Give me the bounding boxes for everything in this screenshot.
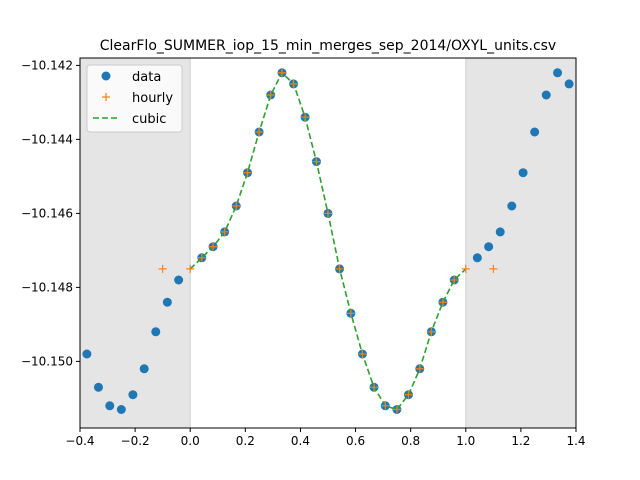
hourly-point bbox=[370, 383, 379, 392]
y-tick-label: −10.148 bbox=[21, 280, 73, 294]
hourly-point bbox=[289, 79, 298, 88]
data-point bbox=[541, 90, 551, 100]
hourly-point bbox=[312, 157, 321, 166]
data-point bbox=[530, 127, 540, 137]
hourly-point bbox=[335, 264, 344, 273]
hourly-point bbox=[346, 309, 355, 318]
hourly-point bbox=[232, 202, 241, 210]
x-tick-label: 0.8 bbox=[401, 434, 420, 448]
y-tick-label: −10.144 bbox=[21, 132, 73, 146]
data-point bbox=[495, 227, 505, 237]
hourly-point bbox=[381, 401, 390, 410]
x-tick-label: −0.2 bbox=[121, 434, 150, 448]
data-point bbox=[518, 168, 528, 178]
legend: data hourly cubic bbox=[86, 64, 183, 133]
legend-label: data bbox=[132, 70, 161, 85]
data-point bbox=[93, 382, 103, 392]
data-point bbox=[82, 349, 92, 359]
hourly-point bbox=[489, 264, 498, 273]
hourly-point bbox=[277, 68, 286, 77]
y-tick-label: −10.146 bbox=[21, 206, 73, 220]
legend-box bbox=[86, 64, 183, 133]
data-point bbox=[151, 327, 161, 337]
hourly-point bbox=[186, 264, 195, 273]
data-point bbox=[564, 79, 574, 89]
legend-label: hourly bbox=[132, 91, 173, 106]
x-tick-label: 0.2 bbox=[236, 434, 255, 448]
hourly-point bbox=[301, 113, 310, 122]
data-point bbox=[105, 401, 115, 411]
y-axis: −10.142 −10.144 −10.146 −10.148 −10.150 bbox=[21, 58, 80, 368]
x-tick-label: 0.6 bbox=[346, 434, 365, 448]
hourly-point bbox=[358, 350, 367, 358]
x-tick-label: 1.2 bbox=[511, 434, 530, 448]
data-point bbox=[174, 275, 184, 285]
hourly-point bbox=[392, 405, 401, 414]
chart-title: ClearFlo_SUMMER_iop_15_min_merges_sep_20… bbox=[100, 38, 556, 54]
x-tick-label: 0.0 bbox=[181, 434, 200, 448]
hourly-point bbox=[461, 264, 470, 273]
x-tick-label: 1.0 bbox=[456, 434, 475, 448]
data-point bbox=[484, 242, 494, 252]
data-point bbox=[139, 364, 149, 374]
data-point bbox=[116, 405, 126, 414]
hourly-point bbox=[220, 227, 229, 236]
hourly-point bbox=[427, 327, 436, 336]
hourly-point bbox=[404, 390, 413, 399]
x-tick-label: 1.4 bbox=[566, 434, 585, 448]
legend-marker-hourly bbox=[102, 93, 110, 101]
data-point bbox=[553, 68, 563, 78]
plot-frame bbox=[79, 57, 577, 429]
x-tick-label: −0.4 bbox=[65, 434, 94, 448]
hourly-point bbox=[209, 242, 218, 251]
data-point bbox=[507, 201, 517, 211]
shaded-region bbox=[465, 58, 576, 428]
hourly-point bbox=[450, 276, 459, 284]
y-tick-label: −10.142 bbox=[21, 58, 73, 72]
legend-marker-data bbox=[101, 71, 111, 81]
hourly-point bbox=[255, 128, 264, 136]
hourly-point bbox=[243, 168, 252, 177]
data-point bbox=[128, 390, 138, 400]
hourly-point bbox=[438, 298, 447, 307]
x-tick-label: 0.4 bbox=[291, 434, 310, 448]
hourly-point bbox=[197, 253, 206, 262]
hourly-point bbox=[266, 91, 275, 99]
data-point bbox=[472, 253, 482, 263]
y-tick-label: −10.150 bbox=[21, 354, 73, 368]
x-axis: −0.4 −0.2 0.0 0.2 0.4 0.6 0.8 1.0 1.2 1.4 bbox=[65, 428, 586, 448]
hourly-point bbox=[324, 209, 332, 218]
hourly-point bbox=[415, 364, 424, 373]
data-point bbox=[162, 297, 172, 307]
series bbox=[82, 68, 574, 414]
legend-label: cubic bbox=[132, 112, 166, 127]
hourly-point bbox=[158, 264, 167, 273]
